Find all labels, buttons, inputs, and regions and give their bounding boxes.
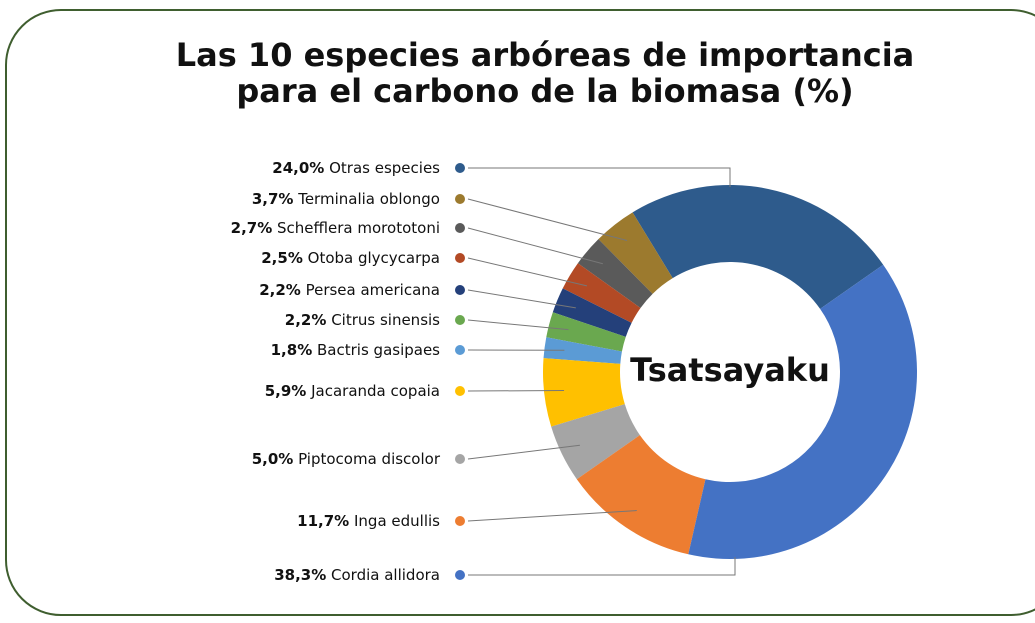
chart-title: Las 10 especies arbóreas de importancia — [176, 36, 915, 74]
chart-title: para el carbono de la biomasa (%) — [236, 72, 853, 110]
donut-slice — [632, 185, 884, 309]
legend-label: 38,3% Cordia allidora — [274, 566, 440, 584]
category-label: Otras especies — [329, 159, 440, 177]
value-label: 5,0% — [252, 450, 294, 468]
value-label: 5,9% — [265, 382, 307, 400]
donut-slice — [562, 263, 641, 323]
leader-line — [467, 444, 580, 460]
legend-dot — [455, 194, 465, 204]
leader-line — [467, 319, 569, 331]
legend-dot — [455, 163, 465, 173]
center-label: Tsatsayaku — [630, 351, 830, 389]
legend-label: 2,7% Schefflera morototoni — [231, 219, 440, 237]
donut-slice — [551, 404, 640, 480]
donut-slice — [552, 288, 632, 337]
legend-dot — [455, 253, 465, 263]
value-label: 1,8% — [271, 341, 313, 359]
donut-slice — [688, 264, 918, 559]
legend-label: 2,2% Persea americana — [259, 281, 440, 299]
leader-line — [467, 257, 588, 287]
legend-label: 24,0% Otras especies — [272, 159, 440, 177]
legend-label: 5,0% Piptocoma discolor — [252, 450, 441, 468]
value-label: 24,0% — [272, 159, 324, 177]
value-label: 2,2% — [285, 311, 327, 329]
value-label: 2,7% — [231, 219, 273, 237]
legend-label: 3,7% Terminalia oblongo — [252, 190, 440, 208]
value-label: 11,7% — [297, 512, 349, 530]
category-label: Schefflera morototoni — [277, 219, 440, 237]
value-label: 2,2% — [259, 281, 301, 299]
donut-slice — [543, 337, 622, 364]
donut-slice — [576, 435, 706, 555]
category-label: Jacaranda copaia — [310, 382, 440, 400]
leader-line — [468, 557, 736, 576]
value-label: 2,5% — [261, 249, 303, 267]
leader-line — [467, 198, 628, 241]
legend-label: 2,5% Otoba glycycarpa — [261, 249, 440, 267]
donut-slice — [546, 312, 626, 352]
category-label: Piptocoma discolor — [298, 450, 441, 468]
value-label: 3,7% — [252, 190, 294, 208]
legend-label: 5,9% Jacaranda copaia — [265, 382, 440, 400]
donut-slice — [598, 212, 673, 294]
legend-label: 2,2% Citrus sinensis — [285, 311, 440, 329]
leader-line — [467, 289, 576, 309]
legend-dot — [455, 285, 465, 295]
legend-dot — [455, 386, 465, 396]
legend-dot — [455, 570, 465, 580]
category-label: Persea americana — [306, 281, 440, 299]
frame — [5, 9, 1035, 616]
legend-dot — [455, 454, 465, 464]
category-label: Inga edullis — [354, 512, 440, 530]
leader-line — [467, 510, 637, 522]
leader-line — [467, 227, 603, 265]
legend-label: 1,8% Bactris gasipaes — [271, 341, 441, 359]
value-label: 38,3% — [274, 566, 326, 584]
category-label: Otoba glycycarpa — [308, 249, 440, 267]
category-label: Citrus sinensis — [331, 311, 440, 329]
category-label: Bactris gasipaes — [317, 341, 440, 359]
legend-dot — [455, 345, 465, 355]
donut-slice — [577, 239, 653, 309]
category-label: Cordia allidora — [331, 566, 440, 584]
legend-dot — [455, 516, 465, 526]
donut-slice — [543, 358, 625, 427]
category-label: Terminalia oblongo — [297, 190, 440, 208]
leader-line — [468, 167, 731, 187]
legend-label: 11,7% Inga edullis — [297, 512, 440, 530]
legend-dot — [455, 223, 465, 233]
legend-dot — [455, 315, 465, 325]
